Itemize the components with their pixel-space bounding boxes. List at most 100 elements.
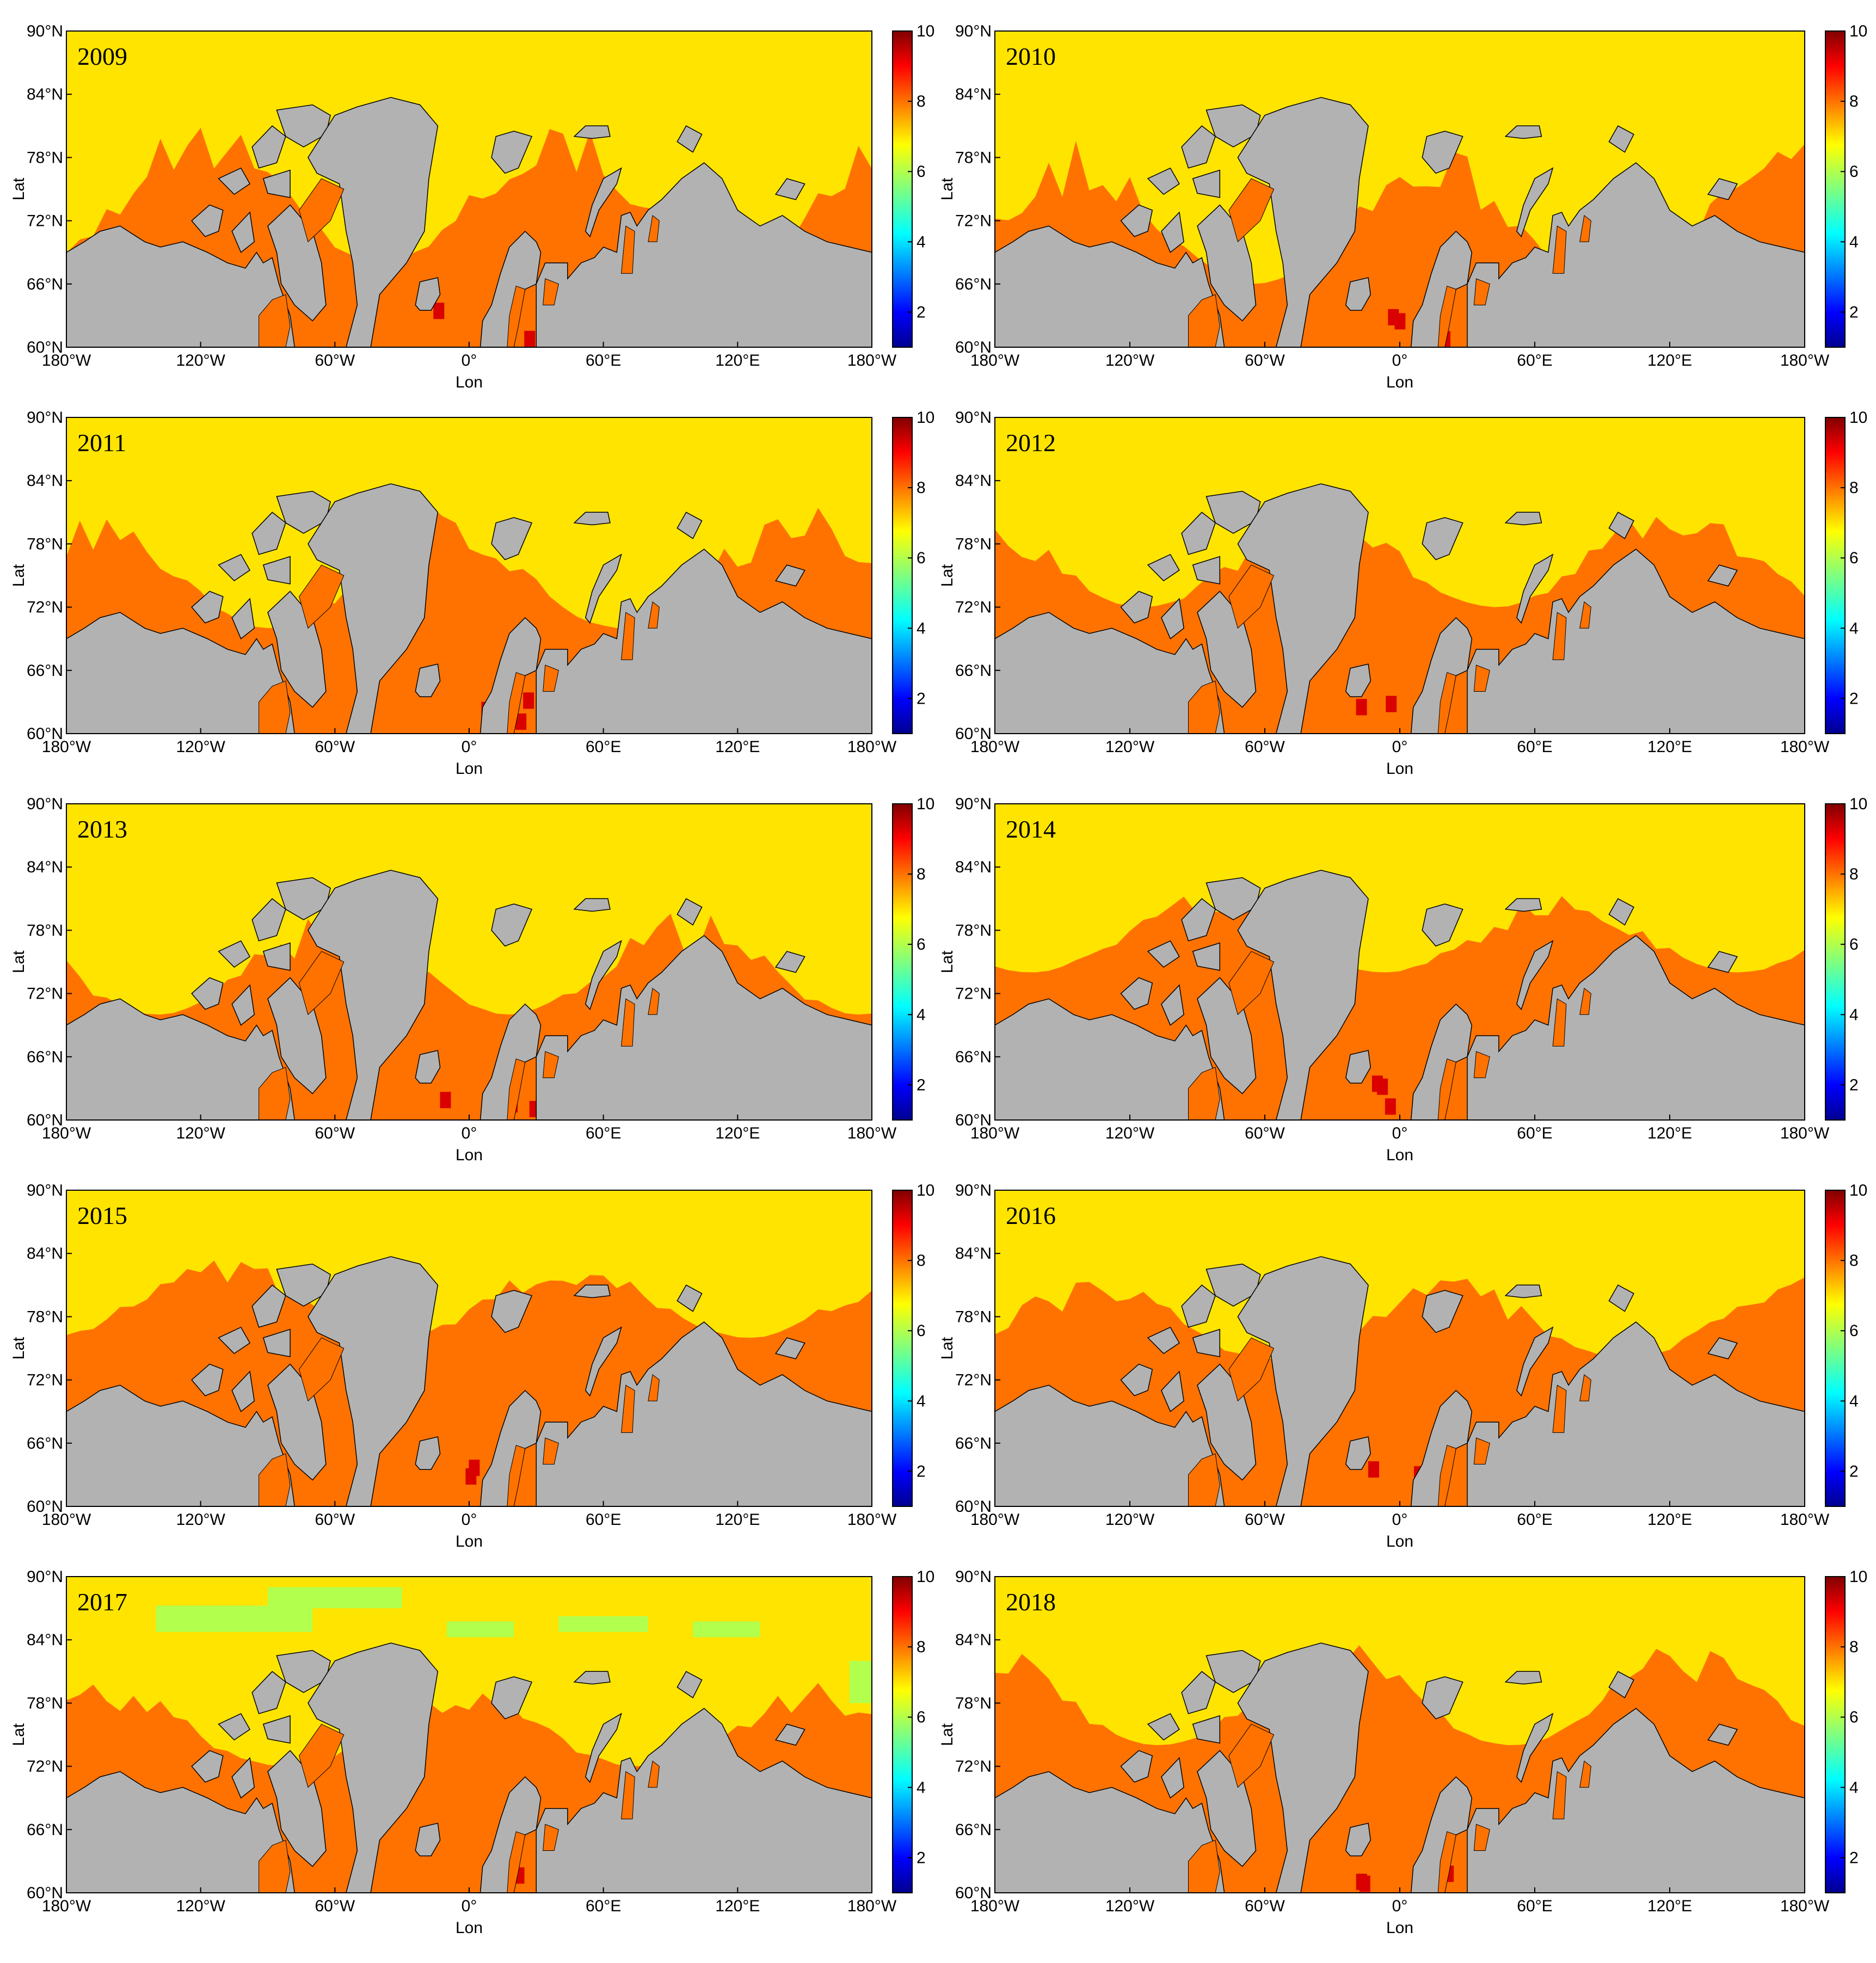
y-tick-label: 60°N: [27, 339, 63, 356]
inland-water: [1552, 225, 1567, 274]
x-tick-label: 60°E: [586, 738, 621, 756]
field-layer: [995, 31, 1805, 347]
colorbar: [1825, 803, 1846, 1121]
land-mass: [191, 590, 224, 624]
colorbar-tick-label: 10: [1849, 22, 1867, 40]
x-tick-label: 0°: [462, 352, 477, 370]
y-tick-label: 60°N: [955, 725, 992, 743]
inland-water: [1188, 1067, 1220, 1120]
land-mass: [1237, 483, 1369, 734]
land-mass: [1422, 517, 1463, 561]
land-mass: [1707, 951, 1738, 973]
y-tick-label: 90°N: [955, 22, 992, 40]
land-mass: [1147, 1326, 1180, 1355]
x-tick-label: 60°E: [1517, 1124, 1552, 1142]
field-max-cell: [1388, 309, 1399, 325]
land-mass: [1192, 1328, 1221, 1357]
x-tick-label: 180°W: [1780, 738, 1830, 756]
colorbar-tick-label: 6: [917, 163, 926, 181]
x-tick-label: 180°W: [970, 1511, 1020, 1529]
x-axis-label: Lon: [456, 1533, 483, 1550]
x-tick-label: 120°E: [1647, 352, 1692, 370]
y-tick-label: 60°N: [955, 1498, 992, 1516]
inland-water: [1473, 1824, 1490, 1851]
inland-water: [621, 1771, 635, 1819]
land-mass: [218, 940, 251, 968]
y-tick-label: 60°N: [955, 1111, 992, 1129]
land-mass: [1161, 984, 1185, 1026]
land-mass: [1181, 125, 1216, 169]
field-layer: [66, 804, 872, 1120]
land-mass: [1345, 663, 1371, 697]
colorbar-tick-label: 10: [917, 1568, 934, 1586]
land-mass: [1504, 1671, 1542, 1685]
land-mass: [1467, 935, 1805, 1120]
land-mass: [676, 1284, 703, 1312]
field-max-cell: [523, 692, 534, 709]
colorbar: [1825, 30, 1846, 348]
x-axis-label: Lon: [1386, 373, 1413, 391]
x-tick-label: 120°W: [1105, 1511, 1155, 1529]
colorbar-tick-label: 10: [1849, 795, 1867, 813]
y-tick-label: 66°N: [27, 1435, 63, 1453]
land-mass: [1707, 1337, 1738, 1359]
x-axis-label: Lon: [1386, 1146, 1413, 1164]
inland-water: [1552, 1384, 1567, 1433]
y-tick-label: 90°N: [27, 1182, 63, 1199]
land-mass: [676, 1671, 703, 1699]
land-mass: [585, 167, 622, 238]
y-tick-label: 84°N: [955, 85, 992, 103]
inland-water: [507, 1831, 526, 1893]
x-tick-label: 180°W: [42, 1511, 91, 1529]
land-mass: [1608, 1671, 1634, 1699]
y-tick-label: 60°N: [955, 339, 992, 356]
colorbar: [1825, 417, 1846, 734]
land-mass: [573, 1671, 611, 1685]
land-mass: [251, 898, 286, 941]
land-mass: [1504, 512, 1542, 526]
x-tick-label: 0°: [1392, 1511, 1408, 1529]
x-tick-label: 120°E: [715, 1124, 760, 1142]
colorbar-tick-label: 4: [1849, 619, 1859, 637]
land-mass: [1608, 1284, 1634, 1312]
x-tick-label: 120°W: [1105, 1124, 1155, 1142]
inland-water: [648, 214, 660, 242]
land-mass: [1237, 97, 1369, 347]
field-layer: [995, 804, 1805, 1120]
field-layer: [66, 31, 872, 347]
inland-water: [1473, 1051, 1490, 1078]
x-tick-label: 60°W: [315, 1511, 355, 1529]
colorbar-tick-label: 2: [1849, 1076, 1859, 1094]
y-axis-label: Lat: [938, 1723, 956, 1746]
colorbar-tick-label: 6: [1849, 1322, 1859, 1340]
y-tick-label: 90°N: [27, 22, 63, 40]
colorbar-tick-label: 6: [917, 1322, 926, 1340]
x-tick-label: 60°W: [1245, 1897, 1285, 1915]
inland-water: [1437, 672, 1456, 734]
colorbar-tick-label: 2: [917, 1849, 926, 1867]
panel-title: 2018: [1006, 1588, 1056, 1616]
land-mass: [1120, 590, 1153, 624]
land-mass: [231, 211, 255, 253]
land-mass: [1120, 977, 1153, 1010]
y-tick-label: 90°N: [955, 409, 992, 427]
x-tick-label: 60°E: [1517, 738, 1552, 756]
y-tick-label: 60°N: [27, 1884, 63, 1902]
field-max-cell: [524, 330, 536, 347]
land-mass: [66, 998, 296, 1120]
land-mass: [774, 564, 805, 587]
y-tick-label: 72°N: [955, 599, 992, 617]
inland-water: [1437, 286, 1456, 347]
y-axis-label: Lat: [938, 1337, 956, 1359]
y-tick-label: 60°N: [27, 725, 63, 743]
land-mass: [1147, 1713, 1180, 1741]
land-mass: [1516, 1326, 1554, 1397]
land-mass: [676, 125, 703, 153]
land-mass: [1237, 1256, 1369, 1506]
field-low-patch: [693, 1621, 760, 1638]
inland-water: [259, 680, 291, 734]
panel-title: 2011: [77, 429, 126, 457]
field-max-cell: [433, 303, 445, 319]
colorbar-tick-label: 10: [917, 1182, 934, 1199]
